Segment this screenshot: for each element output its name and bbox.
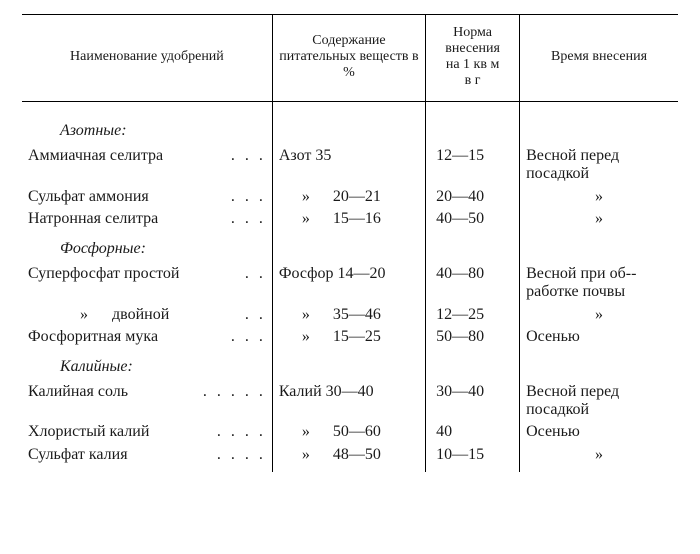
table-row: » двойной . . »35—46 12—25 » bbox=[22, 304, 678, 326]
row-time: Осенью bbox=[520, 421, 678, 443]
row-name: Сульфат калия bbox=[28, 446, 128, 464]
table-row: Фосфоритная мука . . . »15—25 50—80 Осен… bbox=[22, 326, 678, 348]
leader-dots: . . . . . bbox=[199, 383, 266, 401]
row-time: Осенью bbox=[520, 326, 678, 348]
row-nutrients: 15—25 bbox=[333, 328, 381, 345]
row-nutrients: 50—60 bbox=[333, 423, 381, 440]
leader-dots: . . . bbox=[227, 210, 266, 228]
leader-dots: . . bbox=[241, 265, 266, 283]
row-nutrients: Фосфор 14—20 bbox=[272, 263, 425, 304]
ditto-mark: » bbox=[279, 446, 333, 464]
category-row-potassium: Калийные: bbox=[22, 348, 678, 380]
row-norm: 50—80 bbox=[426, 326, 520, 348]
table-row: Сульфат аммония . . . »20—21 20—40 » bbox=[22, 186, 678, 208]
row-name: Аммиачная селитра bbox=[28, 147, 163, 165]
row-name: Калийная соль bbox=[28, 383, 128, 401]
row-name: Сульфат аммония bbox=[28, 188, 149, 206]
ditto-mark: » bbox=[526, 210, 672, 228]
fertilizer-table: Наименование удобрений Содержание питате… bbox=[22, 14, 678, 472]
row-time: Весной перед посадкой bbox=[520, 381, 678, 422]
ditto-mark: » bbox=[526, 306, 672, 324]
category-row-phosphor: Фосфорные: bbox=[22, 230, 678, 262]
table-row: Натронная селитра . . . »15—16 40—50 » bbox=[22, 208, 678, 230]
category-phosphor: Фосфорные: bbox=[22, 230, 272, 262]
row-name: Хлористый калий bbox=[28, 423, 149, 441]
ditto-mark: » bbox=[279, 306, 333, 324]
row-norm: 30—40 bbox=[426, 381, 520, 422]
header-norm-l4: в г bbox=[465, 73, 481, 88]
table-row: Суперфосфат простой . . Фосфор 14—20 40—… bbox=[22, 263, 678, 304]
ditto-mark: » bbox=[28, 306, 88, 324]
header-norm-l1: Норма bbox=[453, 25, 492, 40]
row-name: Фосфоритная мука bbox=[28, 328, 158, 346]
row-nutrients: Азот 35 bbox=[272, 145, 425, 186]
ditto-mark: » bbox=[279, 423, 333, 441]
header-norm-l2: внесения bbox=[445, 41, 500, 56]
row-time: Весной перед посадкой bbox=[520, 145, 678, 186]
leader-dots: . . . bbox=[227, 188, 266, 206]
row-norm: 40—50 bbox=[426, 208, 520, 230]
ditto-mark: » bbox=[526, 446, 672, 464]
header-norm: Норма внесения на 1 кв м в г bbox=[426, 15, 520, 102]
leader-dots: . . bbox=[241, 306, 266, 324]
category-potassium: Калийные: bbox=[22, 348, 272, 380]
row-nutrients: Калий 30—40 bbox=[272, 381, 425, 422]
row-norm: 12—25 bbox=[426, 304, 520, 326]
table-row: Калийная соль . . . . . Калий 30—40 30—4… bbox=[22, 381, 678, 422]
fertilizer-table-page: Наименование удобрений Содержание питате… bbox=[0, 0, 700, 554]
row-nutrients: 35—46 bbox=[333, 306, 381, 323]
header-nutrients: Содержание питательных веществ в % bbox=[272, 15, 425, 102]
leader-dots: . . . bbox=[227, 328, 266, 346]
ditto-mark: » bbox=[526, 188, 672, 206]
leader-dots: . . . . bbox=[213, 423, 266, 441]
category-nitrogen: Азотные: bbox=[22, 112, 272, 144]
ditto-mark: » bbox=[279, 210, 333, 228]
row-norm: 12—15 bbox=[426, 145, 520, 186]
row-time: Весной при об-­работке почвы bbox=[520, 263, 678, 304]
table-row: Хлористый калий . . . . »50—60 40 Осенью bbox=[22, 421, 678, 443]
header-norm-l3: на 1 кв м bbox=[446, 57, 499, 72]
row-name: Натронная селитра bbox=[28, 210, 158, 228]
row-name: двойной bbox=[112, 306, 169, 323]
row-nutrients: 20—21 bbox=[333, 188, 381, 205]
ditto-mark: » bbox=[279, 328, 333, 346]
table-row: Аммиачная селитра . . . Азот 35 12—15 Ве… bbox=[22, 145, 678, 186]
row-nutrients: 15—16 bbox=[333, 210, 381, 227]
leader-dots: . . . bbox=[227, 147, 266, 165]
row-name: Суперфосфат простой bbox=[28, 265, 179, 283]
row-norm: 40 bbox=[426, 421, 520, 443]
ditto-mark: » bbox=[279, 188, 333, 206]
row-norm: 40—80 bbox=[426, 263, 520, 304]
header-name: Наименование удобрений bbox=[22, 15, 272, 102]
leader-dots: . . . . bbox=[213, 446, 266, 464]
header-time: Время внесения bbox=[520, 15, 678, 102]
row-norm: 20—40 bbox=[426, 186, 520, 208]
row-norm: 10—15 bbox=[426, 444, 520, 472]
row-nutrients: 48—50 bbox=[333, 446, 381, 463]
table-header-row: Наименование удобрений Содержание питате… bbox=[22, 15, 678, 102]
table-row: Сульфат калия . . . . »48—50 10—15 » bbox=[22, 444, 678, 472]
category-row-nitrogen: Азотные: bbox=[22, 112, 678, 144]
